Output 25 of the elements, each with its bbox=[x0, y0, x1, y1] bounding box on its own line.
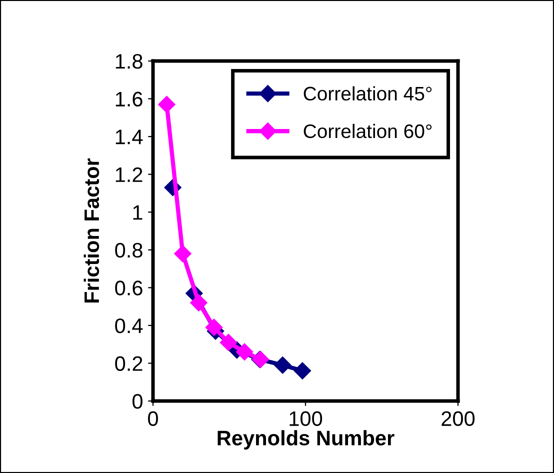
x-tick-label: 200 bbox=[442, 411, 475, 426]
x-tick-label: 100 bbox=[290, 411, 322, 426]
y-tick-label: 0.2 bbox=[115, 356, 142, 371]
y-axis-title: Friction Factor bbox=[84, 158, 100, 303]
y-tick-label: 1.8 bbox=[116, 54, 142, 69]
legend-label: Correlation 60° bbox=[304, 124, 432, 138]
point bbox=[294, 362, 311, 380]
point bbox=[274, 356, 292, 374]
point bbox=[205, 318, 223, 336]
y-tick-label: 1 bbox=[133, 205, 142, 220]
y-tick-label: 0.8 bbox=[115, 242, 142, 258]
legend-label: Correlation 45° bbox=[304, 86, 432, 101]
point bbox=[158, 96, 176, 113]
y-tick-label: 0.4 bbox=[115, 318, 143, 334]
point bbox=[190, 294, 208, 312]
y-tick-label: 1.4 bbox=[116, 130, 143, 144]
point bbox=[236, 343, 254, 360]
x-axis-title: Reynolds Number bbox=[218, 430, 394, 450]
x-tick-label: 0 bbox=[148, 411, 158, 426]
point bbox=[220, 334, 238, 351]
y-tick-label: 1.2 bbox=[116, 167, 142, 182]
y-tick-label: 0 bbox=[132, 394, 142, 409]
point bbox=[174, 245, 192, 262]
y-tick-label: 0.6 bbox=[115, 280, 142, 296]
y-tick-label: 1.6 bbox=[116, 92, 142, 107]
